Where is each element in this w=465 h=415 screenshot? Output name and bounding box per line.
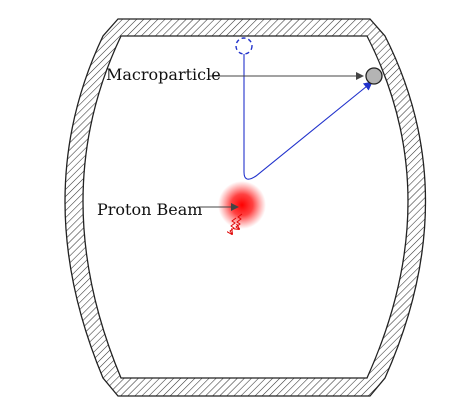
radiation-squiggle xyxy=(230,217,237,234)
chamber-wall xyxy=(64,18,427,397)
proton-beam-glow xyxy=(218,181,266,229)
radiation-squiggle xyxy=(236,213,243,229)
macroparticle-label: Macroparticle xyxy=(106,65,221,84)
macroparticle-initial-position xyxy=(235,37,253,55)
proton-beam-label: Proton Beam xyxy=(97,200,203,219)
macroparticle xyxy=(365,67,383,85)
macroparticle-trajectory xyxy=(243,54,373,180)
